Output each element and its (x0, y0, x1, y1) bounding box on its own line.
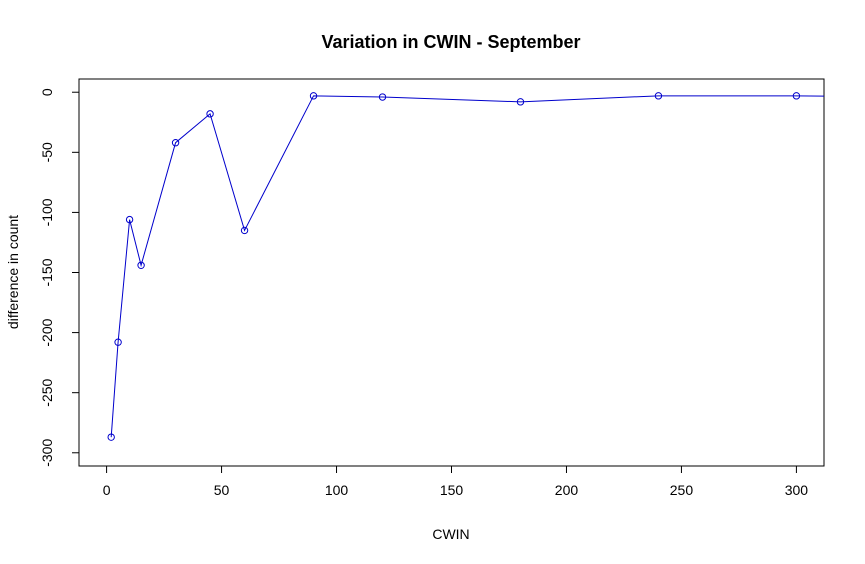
x-tick-label: 300 (785, 482, 809, 498)
series-line (110, 95, 824, 438)
data-point (137, 261, 145, 269)
x-tick-label: 0 (103, 482, 111, 498)
plot-frame (78, 78, 825, 467)
data-point (114, 338, 122, 346)
y-axis-label: difference in count (5, 215, 21, 329)
series-layer (107, 92, 824, 441)
y-tick-label: 0 (39, 88, 55, 96)
data-point (171, 138, 180, 147)
y-tick-label: -150 (39, 258, 55, 286)
x-tick-label: 50 (214, 482, 230, 498)
data-point (792, 92, 801, 100)
x-tick-label: 100 (325, 482, 349, 498)
data-point (206, 110, 214, 118)
x-tick-label: 200 (555, 482, 579, 498)
x-axis-label: CWIN (432, 526, 469, 542)
data-point (107, 433, 115, 441)
x-tick-label: 250 (670, 482, 694, 498)
data-point (654, 92, 663, 100)
y-tick-label: -250 (39, 378, 55, 406)
data-point (516, 98, 525, 106)
data-point (125, 215, 134, 224)
x-axis: 0 50 100 150 200 250 300 (103, 465, 809, 498)
data-point (309, 92, 318, 100)
y-tick-label: -300 (39, 439, 55, 467)
x-tick-label: 150 (440, 482, 464, 498)
data-point (378, 93, 387, 101)
data-point (240, 226, 249, 235)
y-axis: 0 -50 -100 -150 -200 -250 -300 (39, 88, 80, 467)
y-tick-label: -100 (39, 198, 55, 226)
y-tick-label: -50 (39, 142, 55, 162)
chart-title: Variation in CWIN - September (321, 32, 580, 52)
y-tick-label: -200 (39, 318, 55, 346)
